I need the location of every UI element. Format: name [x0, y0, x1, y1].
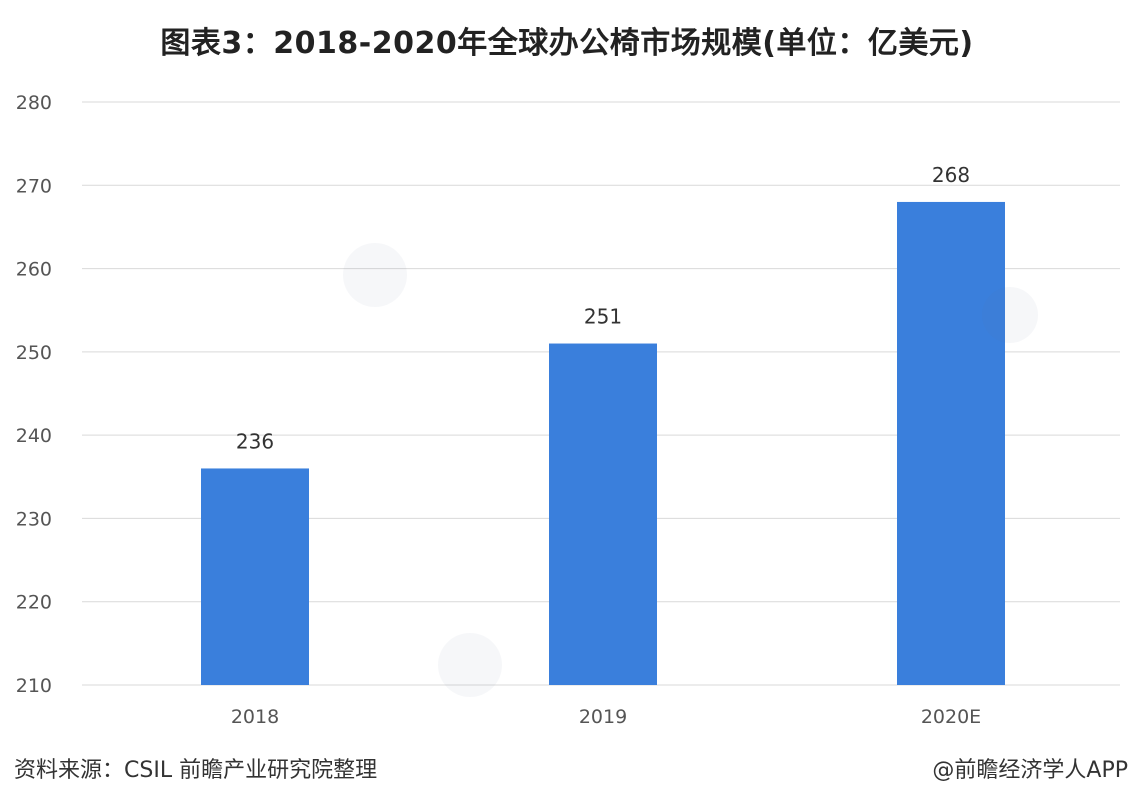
- bar-2020E: [897, 201, 1005, 685]
- data-label: 236: [236, 429, 274, 453]
- x-tick-label: 2019: [579, 706, 627, 728]
- x-tick-label: 2018: [231, 706, 279, 728]
- y-tick-label: 220: [16, 592, 52, 614]
- y-tick-label: 240: [16, 425, 52, 447]
- y-tick-label: 280: [16, 92, 52, 114]
- x-tick-label: 2020E: [921, 706, 981, 728]
- data-labels: 236 251 268: [236, 163, 970, 454]
- source-note: 资料来源：CSIL 前瞻产业研究院整理: [14, 758, 378, 783]
- bar-2019: [549, 343, 657, 685]
- chart-title: 图表3：2018-2020年全球办公椅市场规模(单位：亿美元): [160, 26, 974, 61]
- y-tick-label: 270: [16, 175, 52, 197]
- x-axis-tick-labels: 2018 2019 2020E: [231, 706, 981, 728]
- data-label: 251: [584, 305, 622, 329]
- y-tick-label: 250: [16, 342, 52, 364]
- credit-note: @前瞻经济学人APP: [932, 758, 1128, 783]
- bar-2018: [201, 468, 309, 685]
- data-label: 268: [932, 163, 970, 187]
- y-tick-label: 230: [16, 508, 52, 530]
- bars: [201, 201, 1005, 685]
- y-tick-label: 210: [16, 675, 52, 697]
- y-tick-label: 260: [16, 259, 52, 281]
- y-axis-tick-labels: 210 220 230 240 250 260 270 280: [16, 92, 52, 697]
